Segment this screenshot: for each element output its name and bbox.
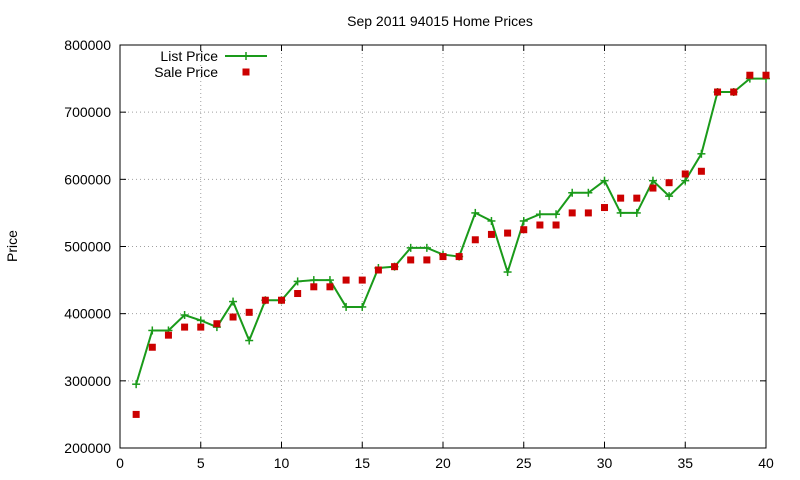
- sale-price-point: [326, 283, 334, 291]
- legend-plus-swatch: [242, 52, 250, 60]
- list-price-point: [600, 176, 609, 185]
- sale-price-point: [342, 276, 350, 284]
- sale-price-point: [148, 343, 156, 351]
- list-price-line: [135, 77, 766, 385]
- list-price-point: [681, 176, 690, 185]
- sale-price-point: [423, 256, 431, 264]
- sale-price-point: [762, 71, 770, 79]
- sale-price-point: [164, 331, 172, 339]
- sale-price-point: [358, 276, 366, 284]
- sale-price-point: [617, 194, 625, 202]
- sale-price-point: [552, 221, 560, 229]
- list-price-point: [487, 216, 496, 225]
- legend-label: List Price: [160, 48, 218, 64]
- sale-price-point: [310, 283, 318, 291]
- list-price-point: [229, 297, 238, 306]
- sale-price-point: [229, 313, 237, 321]
- list-price-point: [309, 276, 318, 285]
- y-axis-label: Price: [4, 230, 20, 262]
- x-tick-label: 25: [516, 455, 532, 471]
- sale-price-point: [681, 170, 689, 178]
- sale-price-point: [181, 323, 189, 331]
- list-price-point: [665, 192, 674, 201]
- grid: [120, 45, 766, 448]
- list-price-point: [568, 188, 577, 197]
- y-tick-label: 700000: [64, 104, 111, 120]
- sale-price-point: [213, 320, 221, 328]
- sale-price-point: [261, 296, 269, 304]
- axis-ticks: 0 5 10 15 20 25 30 35 40 200000 300000 400000 500000…: [64, 37, 774, 471]
- sale-price-point: [520, 226, 528, 234]
- plot-frame: [119, 44, 767, 449]
- y-tick-label: 500000: [64, 239, 111, 255]
- list-price-point: [471, 208, 480, 217]
- x-tick-label: 15: [354, 455, 370, 471]
- sale-price-point: [584, 209, 592, 217]
- sale-price-point: [649, 184, 657, 192]
- sale-price-point: [730, 88, 738, 96]
- x-tick-label: 0: [116, 455, 124, 471]
- list-price-point: [503, 268, 512, 277]
- sale-price-point: [487, 230, 495, 238]
- sale-price-point: [278, 296, 285, 304]
- sale-price-point: [197, 323, 205, 331]
- sale-price-point: [471, 236, 479, 244]
- list-price-point: [245, 336, 254, 345]
- sale-price-point: [665, 179, 673, 187]
- x-tick-label: 30: [597, 455, 613, 471]
- x-tick-label: 20: [435, 455, 451, 471]
- sale-price-point: [245, 308, 253, 316]
- legend-square-swatch: [242, 68, 250, 76]
- sale-price-point: [132, 410, 140, 418]
- y-tick-label: 300000: [64, 373, 111, 389]
- x-tick-label: 40: [758, 455, 774, 471]
- sale-price-point: [568, 209, 576, 217]
- list-price-point: [552, 210, 561, 219]
- list-price-point: [697, 149, 706, 158]
- list-price-point: [406, 243, 415, 252]
- sale-price-point: [697, 167, 705, 175]
- list-price-point: [180, 311, 189, 320]
- sale-price-point: [601, 204, 608, 212]
- list-price-point: [632, 208, 641, 217]
- sale-price-point: [536, 221, 544, 229]
- sale-price-point: [374, 266, 382, 274]
- series-list-price: [132, 74, 770, 389]
- y-tick-label: 800000: [64, 37, 111, 53]
- sale-price-point: [455, 253, 463, 261]
- chart-title: Sep 2011 94015 Home Prices: [347, 13, 533, 29]
- sale-price-point: [407, 256, 415, 264]
- list-price-point: [422, 243, 431, 252]
- x-tick-label: 10: [274, 455, 290, 471]
- list-price-point: [519, 216, 528, 225]
- list-price-point: [584, 188, 593, 197]
- list-price-point: [132, 380, 141, 389]
- list-price-point: [293, 277, 302, 286]
- list-price-point: [358, 302, 367, 311]
- sale-price-point: [714, 88, 722, 96]
- y-tick-label: 200000: [64, 440, 111, 456]
- sale-price-point: [504, 229, 512, 237]
- legend-label: Sale Price: [154, 64, 218, 80]
- x-tick-label: 5: [197, 455, 205, 471]
- x-tick-label: 35: [677, 455, 693, 471]
- list-price-point: [535, 210, 544, 219]
- list-price-point: [616, 208, 625, 217]
- list-price-point: [342, 302, 351, 311]
- y-tick-label: 400000: [64, 306, 111, 322]
- series-layer: [132, 71, 770, 418]
- series-sale-price: [132, 71, 770, 418]
- list-price-point: [648, 176, 657, 185]
- sale-price-point: [391, 263, 399, 271]
- list-price-point: [325, 276, 334, 285]
- sale-price-point: [633, 194, 641, 202]
- y-tick-label: 600000: [64, 171, 111, 187]
- list-price-point: [148, 326, 157, 335]
- sale-price-point: [294, 290, 302, 298]
- list-price-point: [196, 316, 205, 325]
- sale-price-point: [439, 253, 447, 261]
- sale-price-point: [746, 71, 754, 79]
